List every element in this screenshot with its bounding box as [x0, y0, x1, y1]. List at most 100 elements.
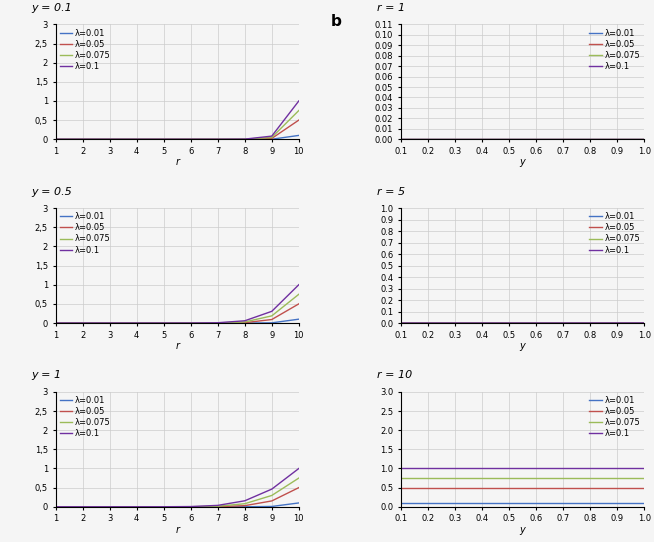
- Legend: λ=0.01, λ=0.05, λ=0.075, λ=0.1: λ=0.01, λ=0.05, λ=0.075, λ=0.1: [56, 25, 114, 74]
- λ=0.1: [187, 504, 195, 510]
- λ=0.01: [106, 504, 114, 510]
- λ=0.1: [214, 319, 222, 326]
- λ=0.05: [424, 320, 432, 326]
- λ=0.075: [397, 136, 405, 143]
- λ=0.1: [106, 136, 114, 143]
- λ=0.1: [586, 320, 594, 326]
- λ=0.05: [451, 136, 459, 143]
- λ=0.1: [613, 465, 621, 472]
- λ=0.075: [268, 134, 276, 141]
- λ=0.01: [586, 500, 594, 506]
- λ=0.01: [424, 320, 432, 326]
- λ=0.05: [532, 485, 540, 491]
- λ=0.05: [187, 320, 195, 326]
- λ=0.075: [52, 136, 60, 143]
- Text: y = 0.5: y = 0.5: [31, 186, 72, 197]
- λ=0.01: [640, 500, 648, 506]
- λ=0.01: [133, 320, 141, 326]
- λ=0.01: [295, 316, 303, 322]
- λ=0.075: [133, 136, 141, 143]
- λ=0.05: [424, 485, 432, 491]
- λ=0.075: [160, 320, 167, 326]
- λ=0.075: [187, 136, 195, 143]
- λ=0.01: [424, 136, 432, 143]
- λ=0.1: [424, 465, 432, 472]
- λ=0.05: [241, 319, 249, 326]
- λ=0.01: [52, 136, 60, 143]
- λ=0.01: [505, 500, 513, 506]
- λ=0.075: [160, 136, 167, 143]
- λ=0.05: [559, 136, 567, 143]
- λ=0.075: [640, 475, 648, 481]
- λ=0.05: [424, 136, 432, 143]
- λ=0.01: [160, 504, 167, 510]
- λ=0.05: [133, 504, 141, 510]
- λ=0.1: [295, 98, 303, 104]
- λ=0.01: [133, 504, 141, 510]
- λ=0.075: [424, 475, 432, 481]
- λ=0.075: [532, 320, 540, 326]
- λ=0.1: [532, 320, 540, 326]
- λ=0.075: [397, 320, 405, 326]
- λ=0.01: [640, 136, 648, 143]
- λ=0.05: [295, 485, 303, 491]
- λ=0.01: [106, 320, 114, 326]
- λ=0.01: [78, 320, 86, 326]
- λ=0.075: [559, 136, 567, 143]
- λ=0.1: [214, 502, 222, 508]
- Text: r = 1: r = 1: [377, 3, 405, 13]
- λ=0.05: [397, 320, 405, 326]
- Text: y = 0.1: y = 0.1: [31, 3, 72, 13]
- λ=0.075: [133, 504, 141, 510]
- λ=0.01: [160, 136, 167, 143]
- λ=0.01: [505, 136, 513, 143]
- λ=0.05: [640, 136, 648, 143]
- λ=0.01: [586, 320, 594, 326]
- λ=0.01: [451, 500, 459, 506]
- λ=0.075: [295, 475, 303, 481]
- Legend: λ=0.01, λ=0.05, λ=0.075, λ=0.1: λ=0.01, λ=0.05, λ=0.075, λ=0.1: [586, 209, 644, 258]
- λ=0.075: [106, 136, 114, 143]
- λ=0.01: [424, 500, 432, 506]
- λ=0.075: [106, 504, 114, 510]
- λ=0.1: [160, 504, 167, 510]
- λ=0.1: [640, 136, 648, 143]
- λ=0.075: [613, 320, 621, 326]
- λ=0.05: [268, 135, 276, 141]
- λ=0.075: [478, 475, 486, 481]
- λ=0.075: [214, 136, 222, 143]
- λ=0.1: [106, 504, 114, 510]
- λ=0.01: [505, 320, 513, 326]
- λ=0.05: [268, 498, 276, 504]
- λ=0.075: [451, 136, 459, 143]
- λ=0.05: [187, 136, 195, 143]
- λ=0.1: [268, 133, 276, 139]
- λ=0.1: [640, 320, 648, 326]
- λ=0.075: [52, 504, 60, 510]
- λ=0.1: [586, 136, 594, 143]
- λ=0.1: [505, 465, 513, 472]
- λ=0.05: [397, 136, 405, 143]
- λ=0.1: [78, 136, 86, 143]
- Line: λ=0.075: λ=0.075: [56, 478, 299, 507]
- X-axis label: y: y: [520, 525, 525, 535]
- λ=0.01: [613, 500, 621, 506]
- λ=0.05: [106, 504, 114, 510]
- λ=0.01: [295, 132, 303, 139]
- λ=0.05: [241, 136, 249, 143]
- λ=0.075: [559, 320, 567, 326]
- λ=0.075: [214, 503, 222, 509]
- λ=0.01: [532, 320, 540, 326]
- λ=0.05: [214, 320, 222, 326]
- Line: λ=0.01: λ=0.01: [56, 319, 299, 323]
- λ=0.05: [295, 117, 303, 124]
- λ=0.1: [241, 136, 249, 143]
- λ=0.075: [78, 504, 86, 510]
- λ=0.01: [214, 136, 222, 143]
- λ=0.075: [451, 475, 459, 481]
- λ=0.01: [268, 320, 276, 326]
- Legend: λ=0.01, λ=0.05, λ=0.075, λ=0.1: λ=0.01, λ=0.05, λ=0.075, λ=0.1: [56, 393, 114, 442]
- λ=0.075: [586, 320, 594, 326]
- λ=0.1: [451, 320, 459, 326]
- λ=0.075: [241, 500, 249, 507]
